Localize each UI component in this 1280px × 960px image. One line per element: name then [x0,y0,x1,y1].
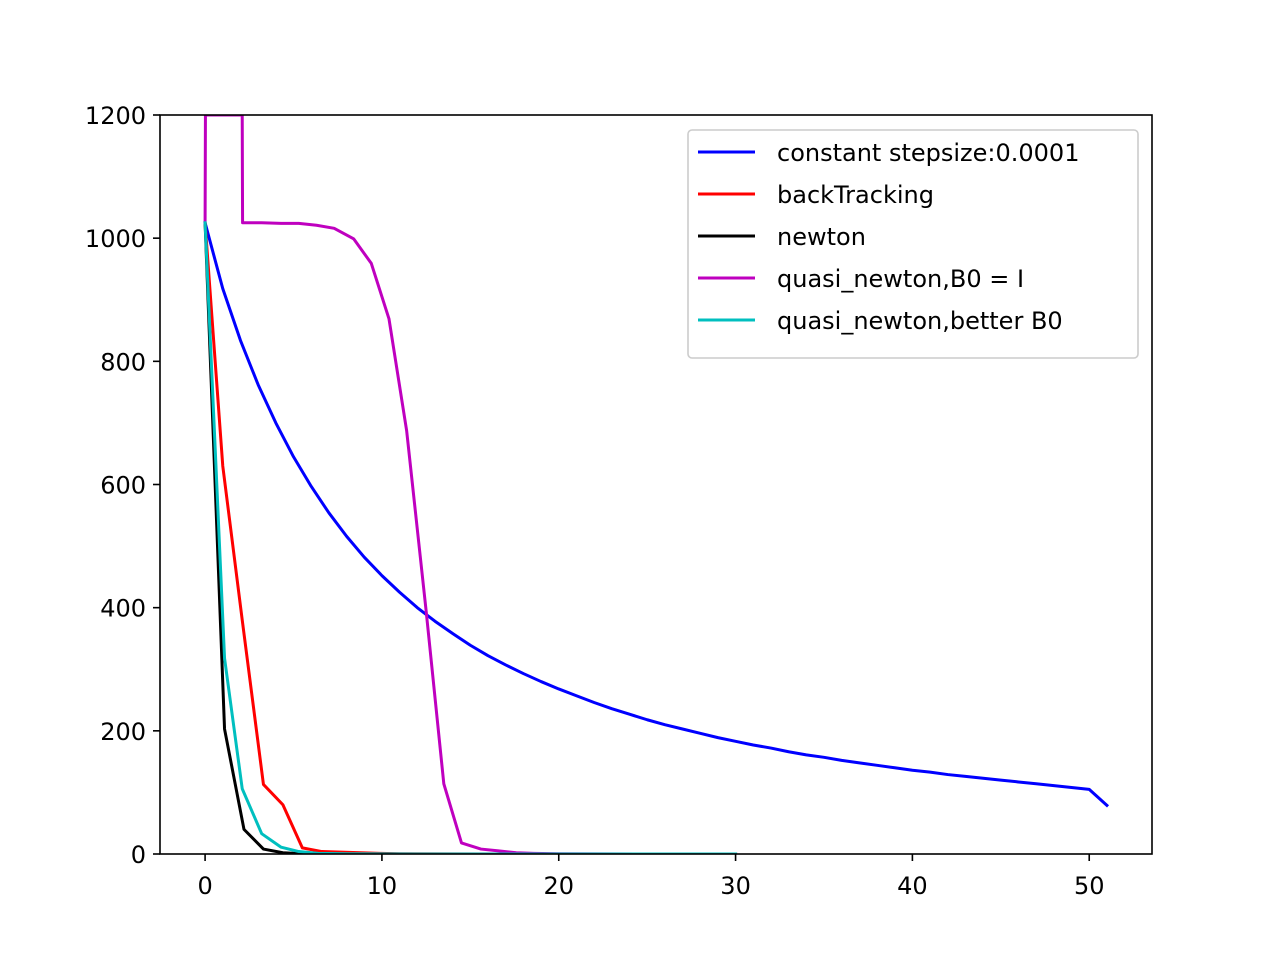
x-tick-label: 50 [1074,872,1105,900]
x-axis: 0 10 20 30 40 50 [197,854,1104,900]
x-tick-label: 0 [197,872,212,900]
legend-label-5: quasi_newton,better B0 [777,307,1063,335]
y-tick-label: 1000 [85,225,146,253]
legend-label-1: constant stepsize:0.0001 [777,139,1079,167]
x-tick-label: 20 [543,872,574,900]
series-line-3 [203,221,561,854]
x-tick-label: 10 [367,872,398,900]
x-tick-label: 30 [720,872,751,900]
series-line-1 [203,220,1110,808]
y-tick-label: 800 [100,348,146,376]
legend: constant stepsize:0.0001 backTracking newt… [687,129,1139,359]
y-tick-label: 200 [100,718,146,746]
legend-box [687,129,1139,359]
series-line-5 [203,221,738,854]
x-tick-label: 40 [897,872,928,900]
y-axis: 0 200 400 600 800 1000 1200 [85,102,160,869]
y-tick-label: 1200 [85,102,146,130]
y-tick-label: 400 [100,595,146,623]
legend-label-3: newton [777,223,866,251]
y-tick-label: 0 [131,841,146,869]
y-tick-label: 600 [100,472,146,500]
legend-label-4: quasi_newton,B0 = I [777,265,1024,293]
legend-label-2: backTracking [777,181,934,209]
